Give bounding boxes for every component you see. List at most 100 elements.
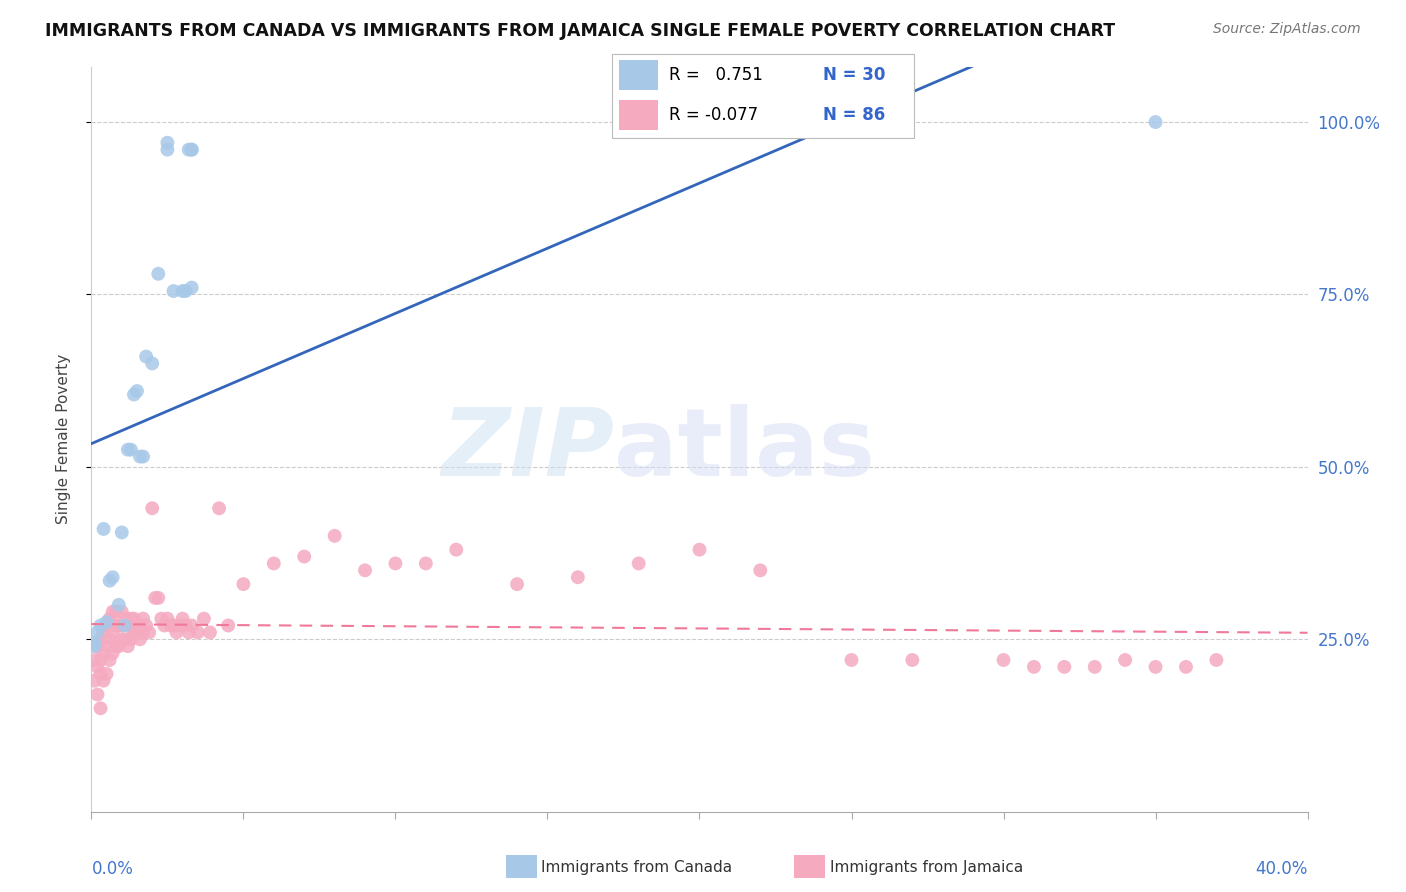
Point bbox=[156, 136, 179, 150]
Point bbox=[567, 570, 589, 584]
Point bbox=[1114, 653, 1136, 667]
Point bbox=[120, 442, 142, 457]
Point bbox=[172, 612, 194, 626]
Point bbox=[354, 563, 377, 577]
Point bbox=[101, 605, 124, 619]
Text: IMMIGRANTS FROM CANADA VS IMMIGRANTS FROM JAMAICA SINGLE FEMALE POVERTY CORRELAT: IMMIGRANTS FROM CANADA VS IMMIGRANTS FRO… bbox=[45, 22, 1115, 40]
Point bbox=[159, 618, 181, 632]
Point bbox=[138, 625, 160, 640]
Point bbox=[180, 618, 202, 632]
Point bbox=[148, 267, 170, 281]
Point bbox=[180, 143, 202, 157]
Point bbox=[117, 442, 139, 457]
Text: Immigrants from Canada: Immigrants from Canada bbox=[541, 860, 733, 874]
Point bbox=[98, 574, 121, 588]
Point bbox=[187, 625, 209, 640]
Point bbox=[114, 632, 136, 647]
Point bbox=[93, 646, 115, 660]
Text: N = 30: N = 30 bbox=[824, 66, 886, 84]
Point bbox=[177, 143, 200, 157]
Point bbox=[96, 615, 118, 629]
FancyBboxPatch shape bbox=[794, 855, 825, 878]
Point bbox=[101, 570, 124, 584]
Point bbox=[98, 653, 121, 667]
Point bbox=[143, 591, 166, 605]
Point bbox=[89, 618, 111, 632]
Point bbox=[114, 612, 136, 626]
Point bbox=[129, 632, 152, 647]
Point bbox=[117, 618, 139, 632]
Point bbox=[107, 598, 129, 612]
Point bbox=[96, 639, 118, 653]
Point bbox=[125, 625, 148, 640]
Point bbox=[104, 639, 127, 653]
Point bbox=[1144, 660, 1167, 674]
Point bbox=[129, 618, 152, 632]
Point bbox=[117, 639, 139, 653]
Point bbox=[172, 284, 194, 298]
Point bbox=[104, 605, 127, 619]
Point bbox=[89, 632, 111, 647]
Point bbox=[132, 625, 155, 640]
Point bbox=[129, 450, 152, 464]
Point bbox=[135, 618, 157, 632]
Point bbox=[415, 557, 437, 571]
Point bbox=[132, 612, 155, 626]
Point bbox=[111, 605, 134, 619]
Point bbox=[162, 284, 184, 298]
Point bbox=[688, 542, 710, 557]
Point bbox=[86, 660, 108, 674]
Point bbox=[1084, 660, 1107, 674]
Text: atlas: atlas bbox=[614, 404, 876, 497]
Point bbox=[166, 625, 188, 640]
Text: ZIP: ZIP bbox=[441, 404, 614, 497]
Point bbox=[232, 577, 254, 591]
Text: R = -0.077: R = -0.077 bbox=[669, 106, 758, 124]
Point bbox=[132, 450, 155, 464]
Point bbox=[1174, 660, 1197, 674]
Point bbox=[107, 639, 129, 653]
Point bbox=[1053, 660, 1076, 674]
Point bbox=[180, 280, 202, 294]
Point bbox=[993, 653, 1015, 667]
Point bbox=[506, 577, 529, 591]
Point bbox=[1022, 660, 1045, 674]
Text: R =   0.751: R = 0.751 bbox=[669, 66, 763, 84]
Point bbox=[104, 618, 127, 632]
Point bbox=[217, 618, 239, 632]
FancyBboxPatch shape bbox=[506, 855, 537, 878]
Point bbox=[177, 625, 200, 640]
Text: Immigrants from Jamaica: Immigrants from Jamaica bbox=[830, 860, 1022, 874]
Point bbox=[122, 387, 145, 401]
Point bbox=[122, 612, 145, 626]
Point bbox=[93, 625, 115, 640]
Point bbox=[323, 529, 346, 543]
Point bbox=[122, 625, 145, 640]
Point bbox=[86, 625, 108, 640]
Text: N = 86: N = 86 bbox=[824, 106, 886, 124]
Point bbox=[107, 618, 129, 632]
Point bbox=[841, 653, 863, 667]
Point bbox=[89, 701, 111, 715]
Point bbox=[101, 646, 124, 660]
Point bbox=[111, 525, 134, 540]
Point bbox=[86, 688, 108, 702]
Point bbox=[111, 632, 134, 647]
Point bbox=[141, 356, 163, 370]
Point bbox=[162, 618, 184, 632]
Point bbox=[208, 501, 231, 516]
Point bbox=[101, 625, 124, 640]
Point bbox=[135, 350, 157, 364]
FancyBboxPatch shape bbox=[619, 61, 658, 90]
FancyBboxPatch shape bbox=[612, 54, 914, 138]
Point bbox=[153, 618, 176, 632]
Point bbox=[125, 384, 148, 398]
Point bbox=[627, 557, 650, 571]
Point bbox=[174, 618, 197, 632]
Point bbox=[89, 653, 111, 667]
Text: 0.0%: 0.0% bbox=[91, 860, 134, 878]
FancyBboxPatch shape bbox=[619, 100, 658, 130]
Point bbox=[174, 284, 197, 298]
Point bbox=[93, 673, 115, 688]
Point bbox=[98, 612, 121, 626]
